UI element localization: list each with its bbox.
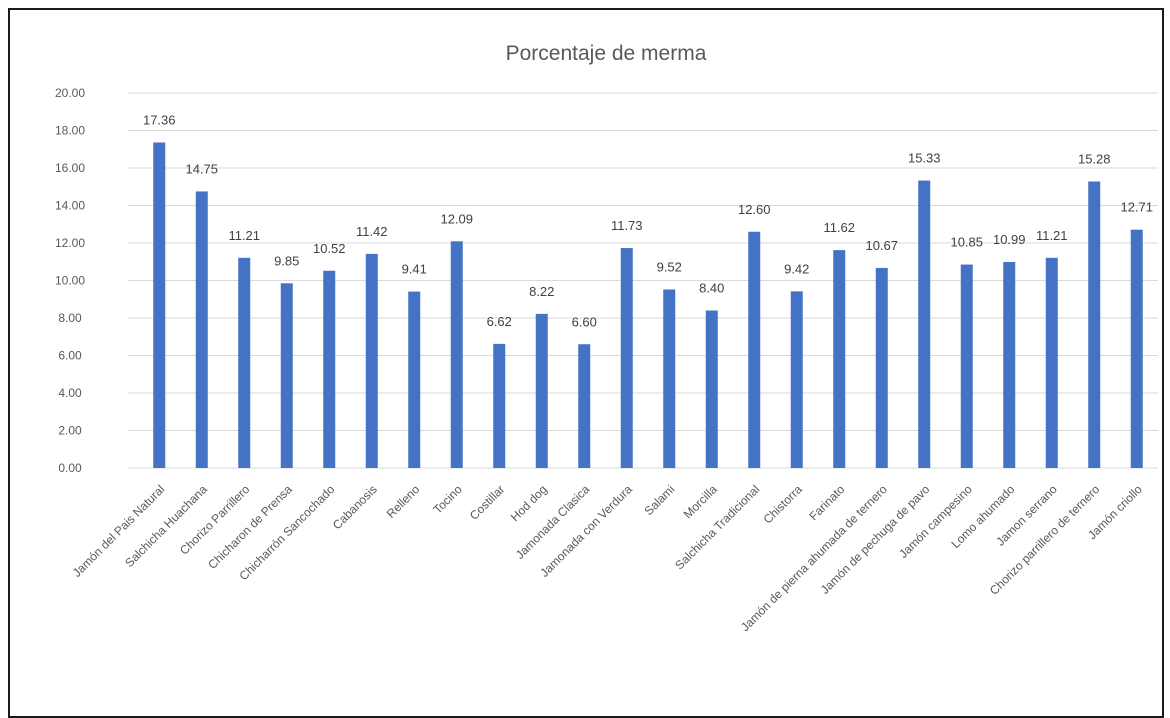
x-tick-label: Jamón campesino — [896, 482, 975, 561]
chart-title: Porcentaje de merma — [506, 42, 707, 65]
data-label: 12.60 — [738, 202, 771, 217]
y-tick-label: 10.00 — [55, 274, 85, 288]
bar — [960, 264, 973, 468]
bar — [833, 250, 846, 468]
bar — [450, 241, 463, 468]
y-tick-label: 2.00 — [58, 424, 82, 438]
x-tick-label: Jamonada Clasica — [513, 482, 593, 562]
bar — [620, 248, 633, 468]
y-tick-label: 18.00 — [55, 124, 85, 138]
data-label: 11.21 — [228, 228, 260, 243]
x-tick-label: Chistorra — [761, 482, 806, 527]
chart-frame: Porcentaje de merma 0.00 2.00 4.00 6.00 8.00… — [8, 8, 1164, 718]
bar — [705, 310, 718, 468]
x-tick-label: Cabanosis — [330, 482, 380, 532]
data-label: 10.85 — [950, 235, 983, 250]
data-label: 14.75 — [185, 161, 218, 176]
x-tick-label: Hod dog — [508, 482, 550, 524]
data-label: 8.22 — [529, 284, 554, 299]
data-label: 11.73 — [611, 218, 643, 233]
x-tick-label: Relleno — [384, 482, 423, 521]
y-tick-label: 12.00 — [55, 236, 85, 250]
bar — [578, 344, 591, 468]
data-label: 9.85 — [274, 253, 299, 268]
data-label: 15.28 — [1078, 152, 1111, 167]
data-labels: 17.36 14.75 11.21 9.85 10.52 11.42 9.41 12.09 6.… — [143, 113, 1153, 330]
y-tick-label: 8.00 — [58, 311, 82, 325]
bar — [1088, 181, 1101, 468]
bar — [790, 291, 803, 468]
bar — [1003, 261, 1016, 468]
bar — [748, 231, 761, 468]
bar — [280, 283, 293, 468]
x-tick-label: Morcilla — [681, 482, 720, 521]
x-tick-label: Salami — [642, 482, 678, 518]
data-label: 9.42 — [784, 261, 809, 276]
data-label: 10.52 — [313, 241, 346, 256]
data-label: 11.62 — [823, 220, 855, 235]
data-label: 12.71 — [1120, 200, 1153, 215]
bar — [195, 191, 208, 468]
x-tick-label: Salchicha Huachana — [122, 482, 210, 570]
bar-chart: Porcentaje de merma 0.00 2.00 4.00 6.00 8.00… — [55, 42, 1158, 634]
x-tick-label: Tocino — [430, 482, 465, 517]
y-tick-label: 14.00 — [55, 199, 85, 213]
x-tick-label: Farinato — [806, 482, 847, 523]
y-tick-label: 16.00 — [55, 161, 85, 175]
bar — [1045, 257, 1058, 468]
bar — [153, 142, 166, 468]
bar — [535, 313, 548, 468]
data-label: 9.52 — [657, 260, 682, 275]
bar — [918, 180, 931, 468]
data-label: 6.60 — [572, 314, 597, 329]
bar — [238, 257, 251, 468]
data-label: 11.42 — [356, 224, 388, 239]
data-label: 9.41 — [402, 262, 427, 277]
bar — [663, 289, 676, 468]
data-label: 6.62 — [487, 314, 512, 329]
bar — [1130, 229, 1143, 468]
bar — [493, 343, 506, 468]
data-label: 10.67 — [865, 238, 898, 253]
y-axis: 0.00 2.00 4.00 6.00 8.00 10.00 12.00 14.00 16.00… — [55, 86, 85, 475]
bar — [408, 291, 421, 468]
gridlines — [128, 92, 1158, 469]
data-label: 12.09 — [440, 211, 473, 226]
data-label: 10.99 — [993, 232, 1026, 247]
data-label: 15.33 — [908, 151, 941, 166]
data-label: 17.36 — [143, 113, 176, 128]
x-tick-label: Costillar — [467, 482, 508, 523]
y-tick-label: 4.00 — [58, 386, 82, 400]
data-label: 11.21 — [1036, 228, 1068, 243]
bars — [153, 142, 1143, 468]
y-tick-label: 0.00 — [58, 461, 82, 475]
data-label: 8.40 — [699, 281, 724, 296]
bar — [323, 270, 336, 468]
y-tick-label: 20.00 — [55, 86, 85, 100]
bar — [875, 267, 888, 468]
bar — [365, 253, 378, 468]
y-tick-label: 6.00 — [58, 349, 82, 363]
x-tick-label: Salchicha Tradicional — [672, 482, 762, 572]
